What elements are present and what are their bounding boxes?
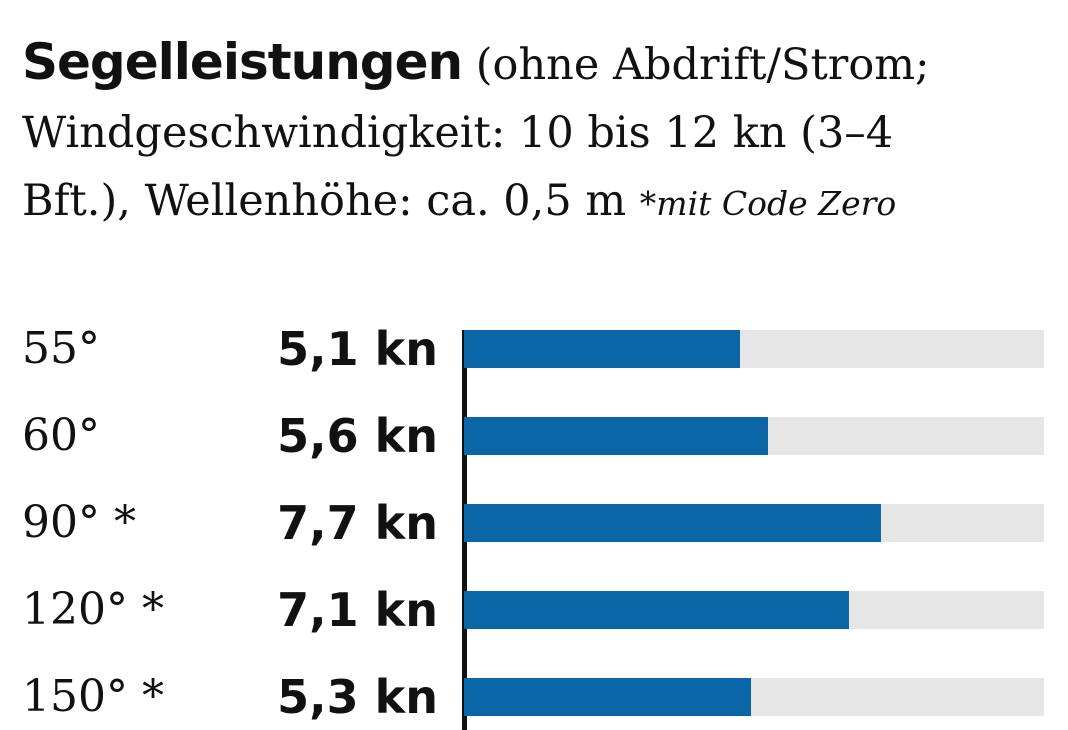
chart-header: Segelleistungen (ohne Abdrift/Strom; Win… [22,28,1052,238]
speed-bar [464,417,768,455]
chart-subtitle-part-2: Windgeschwindigkeit: 10 bis 12 kn (3–4 [22,108,894,158]
chart-title: Segelleistungen [22,33,463,91]
speed-bar [464,678,751,716]
speed-value-label: 5,3 kn [277,670,438,724]
speed-value-label: 5,6 kn [277,409,438,463]
speed-bar-chart: 55° 5,1 kn 60° 5,6 kn 90° * 7,7 kn 120° * 7,1 k… [22,322,1044,730]
code-zero-note: *mit Code Zero [639,184,897,223]
speed-value-label: 7,7 kn [277,496,438,550]
chart-subtitle-part-3: Bft.), Wellenhöhe: ca. 0,5 m [22,176,627,226]
angle-label: 55° [22,323,100,374]
speed-value-label: 7,1 kn [277,583,438,637]
angle-label: 90° * [22,497,136,548]
speed-value-label: 5,1 kn [277,322,438,376]
angle-label: 60° [22,410,100,461]
speed-bar [464,591,849,629]
angle-label: 150° * [22,671,164,722]
chart-subtitle-part-1: (ohne Abdrift/Strom; [475,40,930,90]
speed-bar [464,330,740,368]
angle-label: 120° * [22,584,164,635]
speed-bar [464,504,881,542]
